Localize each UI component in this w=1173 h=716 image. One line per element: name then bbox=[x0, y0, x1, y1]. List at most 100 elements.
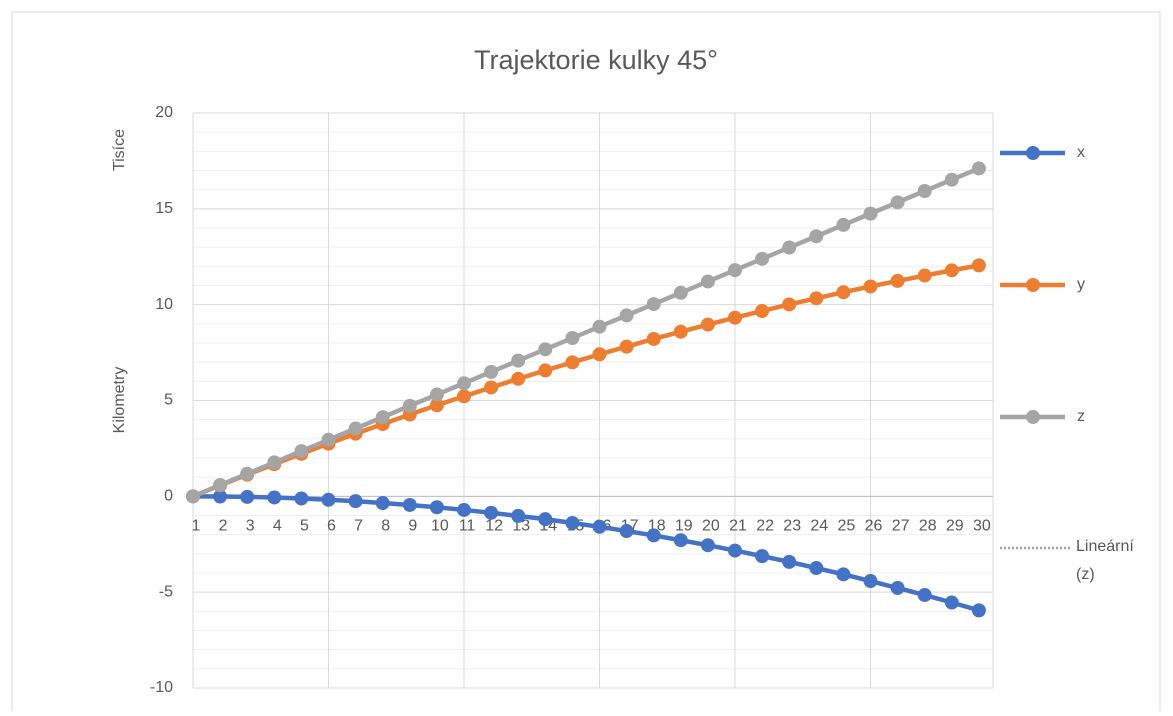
point bbox=[863, 206, 878, 221]
point bbox=[863, 279, 878, 294]
point bbox=[186, 489, 200, 504]
x-tick-label: 12 bbox=[485, 518, 503, 535]
point bbox=[511, 508, 526, 523]
y-tick-label: -10 bbox=[150, 679, 173, 696]
point bbox=[673, 285, 688, 300]
point bbox=[673, 533, 688, 548]
point bbox=[375, 410, 390, 425]
legend-label: x bbox=[1077, 144, 1085, 161]
point bbox=[917, 184, 932, 199]
legend-marker bbox=[1026, 410, 1040, 424]
point bbox=[213, 478, 228, 493]
point bbox=[484, 505, 499, 520]
y-tick-label: 0 bbox=[164, 488, 173, 505]
point bbox=[538, 512, 553, 527]
point bbox=[619, 339, 634, 354]
point bbox=[700, 538, 715, 553]
point bbox=[267, 455, 282, 470]
point bbox=[646, 297, 661, 312]
point bbox=[240, 489, 255, 504]
display-units: Tisíce bbox=[111, 129, 128, 171]
point bbox=[457, 389, 471, 404]
chart-border bbox=[11, 11, 1161, 716]
point bbox=[592, 347, 607, 362]
point bbox=[484, 364, 499, 379]
point bbox=[457, 502, 471, 517]
point bbox=[429, 387, 444, 402]
point bbox=[619, 524, 634, 539]
point bbox=[728, 543, 742, 558]
point bbox=[836, 285, 851, 300]
point bbox=[755, 303, 770, 318]
point bbox=[917, 588, 932, 603]
point bbox=[809, 229, 824, 244]
point bbox=[213, 489, 228, 504]
point bbox=[321, 492, 336, 507]
point bbox=[646, 528, 661, 543]
point bbox=[402, 398, 417, 413]
point bbox=[375, 496, 390, 511]
legend-label: y bbox=[1077, 276, 1085, 293]
point bbox=[917, 268, 932, 283]
point bbox=[538, 342, 553, 357]
y-tick-label: 5 bbox=[164, 392, 173, 409]
x-tick-label: 3 bbox=[246, 518, 255, 535]
x-tick-label: 29 bbox=[946, 518, 964, 535]
point bbox=[565, 355, 580, 370]
point bbox=[294, 444, 309, 459]
legend-label-box: Lineární (z) bbox=[1076, 538, 1134, 583]
x-tick-label: 7 bbox=[354, 518, 363, 535]
point bbox=[890, 273, 905, 288]
point bbox=[836, 567, 851, 582]
point bbox=[809, 291, 824, 306]
point bbox=[782, 554, 797, 569]
x-tick-label: 21 bbox=[729, 518, 747, 535]
point bbox=[484, 380, 499, 395]
x-tick-label: 5 bbox=[300, 518, 309, 535]
x-tick-label: 26 bbox=[865, 518, 883, 535]
point bbox=[863, 574, 878, 589]
x-tick-label: 2 bbox=[219, 518, 228, 535]
x-tick-label: 19 bbox=[675, 518, 693, 535]
point bbox=[429, 500, 444, 515]
x-tick-label: 30 bbox=[973, 518, 991, 535]
chart-title: Trajektorie kulky 45° bbox=[474, 45, 718, 75]
legend-label: z bbox=[1077, 408, 1085, 425]
point bbox=[890, 195, 905, 210]
point bbox=[429, 398, 444, 413]
point bbox=[809, 561, 824, 576]
y-tick-label: -5 bbox=[159, 583, 173, 600]
point bbox=[971, 258, 986, 273]
point bbox=[755, 549, 770, 564]
point bbox=[971, 161, 986, 176]
x-tick-label: 6 bbox=[327, 518, 336, 535]
point bbox=[700, 274, 715, 289]
point bbox=[971, 603, 986, 618]
point bbox=[944, 263, 959, 278]
point bbox=[890, 580, 905, 595]
point bbox=[673, 324, 688, 339]
point bbox=[782, 297, 797, 312]
y-tick-label: 15 bbox=[155, 200, 173, 217]
x-tick-label: 23 bbox=[783, 518, 801, 535]
legend-marker bbox=[1026, 278, 1040, 292]
x-tick-label: 1 bbox=[192, 518, 201, 535]
point bbox=[348, 421, 363, 436]
point bbox=[619, 308, 634, 323]
x-tick-label: 8 bbox=[381, 518, 390, 535]
y-tick-label: 10 bbox=[155, 296, 173, 313]
point bbox=[402, 497, 417, 512]
point bbox=[700, 317, 715, 332]
x-tick-label: 9 bbox=[408, 518, 417, 535]
point bbox=[321, 432, 336, 447]
x-tick-label: 27 bbox=[892, 518, 910, 535]
x-tick-label: 4 bbox=[273, 518, 282, 535]
point bbox=[728, 263, 742, 278]
point bbox=[348, 494, 363, 509]
point bbox=[267, 490, 282, 505]
point bbox=[511, 371, 526, 386]
y-tick-label: 20 bbox=[155, 104, 173, 121]
legend-marker bbox=[1026, 146, 1040, 160]
x-tick-label: 28 bbox=[919, 518, 937, 535]
